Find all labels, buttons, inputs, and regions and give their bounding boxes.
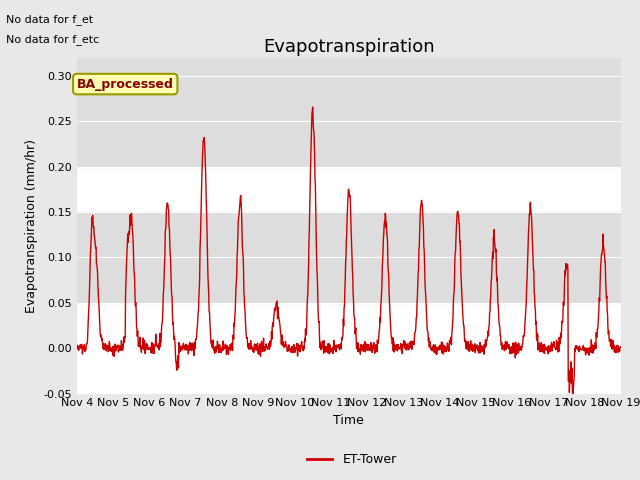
- Title: Evapotranspiration: Evapotranspiration: [263, 38, 435, 56]
- Bar: [77, 212, 621, 303]
- X-axis label: Time: Time: [333, 414, 364, 427]
- Text: No data for f_et: No data for f_et: [6, 14, 93, 25]
- Bar: [77, 58, 621, 167]
- Y-axis label: Evapotranspiration (mm/hr): Evapotranspiration (mm/hr): [25, 139, 38, 312]
- Legend: ET-Tower: ET-Tower: [302, 448, 402, 471]
- Text: BA_processed: BA_processed: [77, 78, 173, 91]
- Text: No data for f_etc: No data for f_etc: [6, 34, 100, 45]
